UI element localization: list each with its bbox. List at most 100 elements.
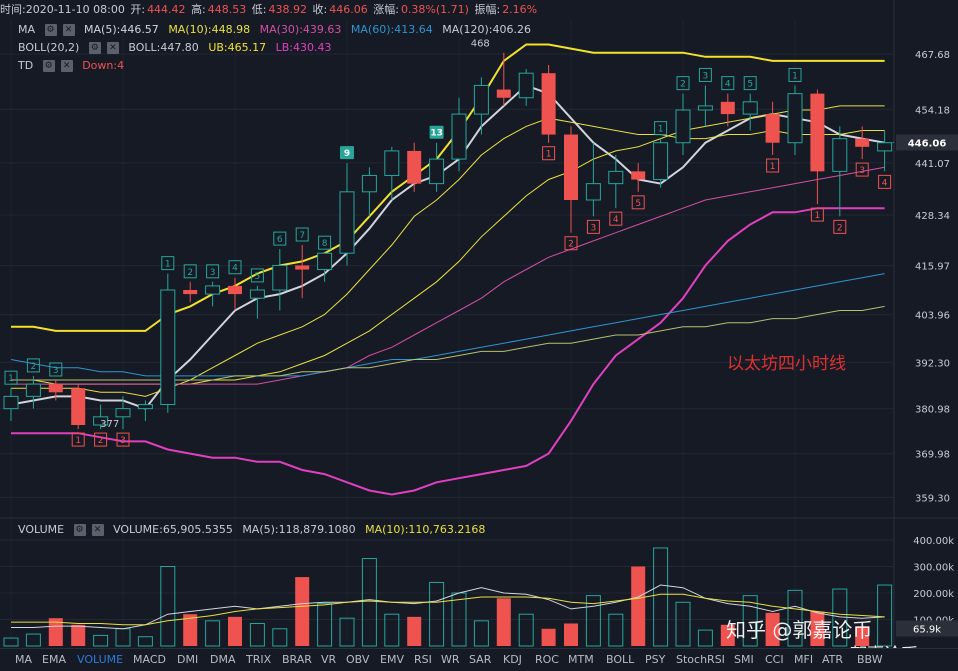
volume-bar xyxy=(3,637,19,647)
tab-brar[interactable]: BRAR xyxy=(282,653,312,666)
td-marker-box xyxy=(71,432,85,447)
volume-axis-label: 400.00k xyxy=(913,536,954,547)
gear-icon[interactable]: ⚙ xyxy=(42,60,55,72)
volume-bar xyxy=(295,577,310,646)
gear-icon[interactable]: ⚙ xyxy=(73,524,86,536)
candle-body xyxy=(787,93,803,144)
tab-sar[interactable]: SAR xyxy=(469,653,492,666)
td-marker-label: 4 xyxy=(882,178,888,188)
td-marker-label: 13 xyxy=(430,129,443,139)
candle-body xyxy=(608,170,624,185)
tab-bbw[interactable]: BBW xyxy=(857,653,883,666)
tab-mfi[interactable]: MFI xyxy=(794,653,814,666)
candle-body xyxy=(585,183,601,201)
high-label: 高: xyxy=(191,3,206,16)
tab-macd[interactable]: MACD xyxy=(133,653,166,666)
candle-body xyxy=(429,158,445,185)
tab-ma[interactable]: MA xyxy=(15,653,33,666)
ma30-value: MA(30):439.63 xyxy=(259,23,342,36)
td-marker-label: 1 xyxy=(792,71,798,81)
candle-body xyxy=(473,84,489,115)
tab-mtm[interactable]: MTM xyxy=(568,653,594,666)
volume-bar xyxy=(765,612,780,646)
candle-body xyxy=(160,289,176,406)
td-marker-box xyxy=(676,76,690,91)
volume-bar xyxy=(787,589,803,647)
tab-obv[interactable]: OBV xyxy=(346,653,370,666)
series-line-ma30 xyxy=(11,166,885,385)
tab-atr[interactable]: ATR xyxy=(822,653,844,666)
price-axis-label: 359.30 xyxy=(915,493,950,504)
td-marker-label: 8 xyxy=(322,239,328,249)
low-price-marker: 377 xyxy=(100,419,119,430)
tab-volume[interactable]: VOLUME xyxy=(77,653,124,666)
gear-icon[interactable]: ⚙ xyxy=(44,24,57,36)
tab-emv[interactable]: EMV xyxy=(380,653,404,666)
volume-ma10-line xyxy=(11,593,885,626)
tab-dma[interactable]: DMA xyxy=(210,653,236,666)
gear-icon[interactable]: ⚙ xyxy=(88,42,101,54)
candle-body xyxy=(810,93,825,172)
candle-body xyxy=(496,89,511,98)
tab-rsi[interactable]: RSI xyxy=(414,653,432,666)
volume-value-tag-label: 65.9k xyxy=(913,625,941,636)
candle-body xyxy=(765,114,780,143)
close-icon[interactable]: ✕ xyxy=(106,42,119,54)
volume-bar xyxy=(137,636,153,647)
volume-bar xyxy=(71,624,86,646)
volume-bar xyxy=(249,622,265,647)
td-marker-box xyxy=(631,195,645,210)
tab-smi[interactable]: SMI xyxy=(734,653,754,666)
candle-body xyxy=(631,171,646,180)
close-icon[interactable]: ✕ xyxy=(60,60,73,72)
td-marker-label: 5 xyxy=(747,80,753,90)
td-marker-label: 3 xyxy=(591,223,597,233)
td-marker-label: 4 xyxy=(232,264,238,274)
tab-roc[interactable]: ROC xyxy=(535,653,559,666)
tab-boll[interactable]: BOLL xyxy=(606,653,635,666)
tab-psy[interactable]: PSY xyxy=(645,653,666,666)
tab-trix[interactable]: TRIX xyxy=(246,653,272,666)
td-count-marker: 4 xyxy=(721,76,735,91)
tab-kdj[interactable]: KDJ xyxy=(503,653,522,666)
tab-dmi[interactable]: DMI xyxy=(177,653,199,666)
td-marker-label: 3 xyxy=(859,166,865,176)
td-count-marker: 1 xyxy=(4,370,18,385)
volume-ma10-value: MA(10):110,763.2168 xyxy=(365,523,486,536)
candle-body xyxy=(183,290,198,295)
close-icon[interactable]: ✕ xyxy=(91,524,104,536)
td-count-marker: 4 xyxy=(609,211,623,226)
candle-body xyxy=(228,285,242,295)
volume-bar xyxy=(697,629,713,647)
volume-bar xyxy=(317,603,333,647)
volume-bar xyxy=(541,628,556,646)
tab-vr[interactable]: VR xyxy=(321,653,337,666)
td-down-value: Down:4 xyxy=(82,59,125,72)
ma5-value: MA(5):446.57 xyxy=(84,23,159,36)
tab-ema[interactable]: EMA xyxy=(42,653,66,666)
open-label: 开: xyxy=(130,3,146,16)
close-icon[interactable]: ✕ xyxy=(62,24,75,36)
volume-bar xyxy=(272,628,288,647)
boll-value: BOLL:447.80 xyxy=(128,41,199,54)
candle-body xyxy=(564,134,578,200)
tab-wr[interactable]: WR xyxy=(441,653,460,666)
time-label: 时间:2020-11-10 08:00 xyxy=(0,3,125,16)
boll-indicator-name: BOLL(20,2) xyxy=(18,41,80,54)
ma-legend: MA ⚙ ✕ MA(5):446.57 MA(10):448.98 MA(30):… xyxy=(18,22,537,38)
change-label: 涨幅: xyxy=(373,3,399,16)
td-marker-box xyxy=(273,231,287,246)
candle-body xyxy=(720,101,735,115)
boll-lb-value: LB:430.43 xyxy=(275,41,332,54)
price-chart[interactable]: 467.68454.18441.07428.34415.97403.96392.… xyxy=(0,0,958,648)
ma-indicator-name: MA xyxy=(18,23,36,36)
series-line-boll-ub xyxy=(11,43,885,332)
tab-cci[interactable]: CCI xyxy=(765,653,784,666)
candle-body xyxy=(48,384,63,393)
td-count-marker: 1 xyxy=(810,207,824,222)
tab-stochrsi[interactable]: StochRSI xyxy=(676,653,725,666)
td-marker-box xyxy=(609,211,623,226)
td-marker-label: 6 xyxy=(277,235,283,245)
candle-body xyxy=(205,285,221,295)
volume-bar xyxy=(518,613,534,647)
